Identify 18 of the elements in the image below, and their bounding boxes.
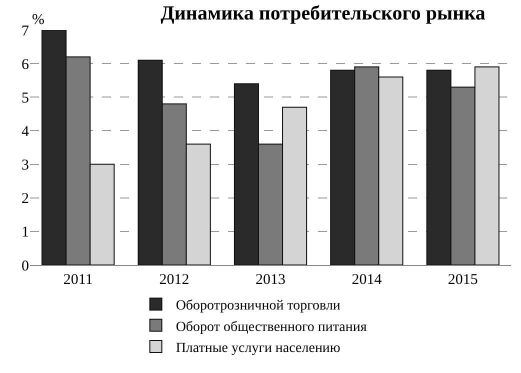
x-tick-label: 2015 <box>448 272 478 288</box>
y-tick-label: 7 <box>22 23 30 40</box>
legend-label: Оборотрозничной торговли <box>176 298 341 314</box>
x-tick-label: 2014 <box>352 272 382 288</box>
x-tick-label: 2011 <box>63 272 93 288</box>
chart-title: Динамика потребительского рынка <box>160 2 486 25</box>
y-tick-label: 2 <box>22 191 29 208</box>
y-tick-label: 4 <box>22 124 30 140</box>
x-tick-label: 2012 <box>159 272 190 288</box>
y-tick-label: 6 <box>22 56 30 73</box>
legend-label: Оборот общественного питания <box>176 320 368 335</box>
x-tick-label: 2013 <box>256 272 286 288</box>
y-tick-label: 3 <box>22 158 29 174</box>
y-axis-title: % <box>32 12 44 28</box>
legend-label: Платные услуги населению <box>176 340 340 356</box>
y-tick-label: 1 <box>22 224 29 241</box>
y-tick-label: 0 <box>22 258 29 274</box>
y-tick-label: 5 <box>22 90 29 106</box>
